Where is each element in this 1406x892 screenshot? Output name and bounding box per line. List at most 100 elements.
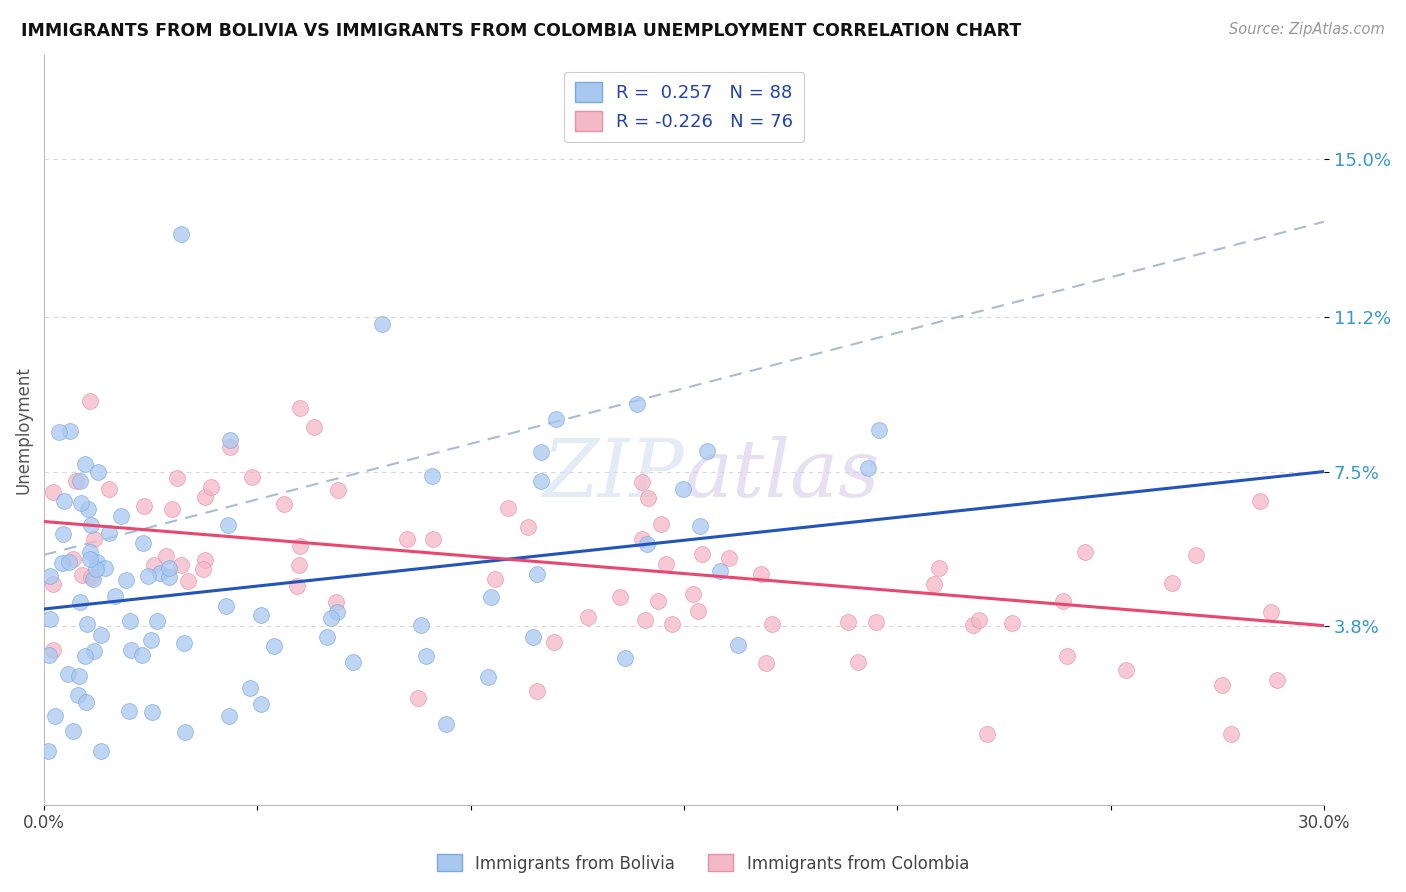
Point <box>976 727 998 741</box>
Legend: Immigrants from Bolivia, Immigrants from Colombia: Immigrants from Bolivia, Immigrants from… <box>430 847 976 880</box>
Point <box>650 516 672 531</box>
Point <box>967 613 990 627</box>
Point <box>395 532 418 546</box>
Point <box>218 709 240 723</box>
Point <box>193 561 215 575</box>
Point <box>157 561 180 575</box>
Point <box>98 525 121 540</box>
Point <box>67 669 90 683</box>
Point <box>696 443 718 458</box>
Point <box>263 639 285 653</box>
Point <box>75 458 97 472</box>
Point <box>83 533 105 547</box>
Point <box>287 558 309 572</box>
Text: ZIP: ZIP <box>543 436 685 514</box>
Text: atlas: atlas <box>685 436 880 514</box>
Point <box>240 470 263 484</box>
Point <box>94 560 117 574</box>
Point <box>120 614 142 628</box>
Point <box>484 572 506 586</box>
Point <box>837 615 859 629</box>
Point <box>250 698 273 712</box>
Point <box>90 628 112 642</box>
Point <box>544 412 567 426</box>
Point <box>316 630 339 644</box>
Point <box>173 635 195 649</box>
Point <box>962 617 984 632</box>
Point <box>66 688 89 702</box>
Point <box>613 650 636 665</box>
Point <box>84 561 107 575</box>
Point <box>77 501 100 516</box>
Point <box>686 604 709 618</box>
Point <box>62 552 84 566</box>
Point <box>75 695 97 709</box>
Point <box>56 667 79 681</box>
Point <box>62 724 84 739</box>
Point <box>132 536 155 550</box>
Point <box>69 474 91 488</box>
Point <box>136 569 159 583</box>
Point <box>1000 616 1022 631</box>
Point <box>922 576 945 591</box>
Point <box>422 533 444 547</box>
Point <box>288 539 311 553</box>
Point <box>48 425 70 440</box>
Point <box>420 469 443 483</box>
Point <box>193 553 215 567</box>
Point <box>58 555 80 569</box>
Point <box>218 440 240 454</box>
Point <box>406 690 429 705</box>
Point <box>51 527 73 541</box>
Point <box>38 648 60 662</box>
Point <box>250 608 273 623</box>
Point <box>755 657 778 671</box>
Point <box>749 567 772 582</box>
Point <box>1161 576 1184 591</box>
Point <box>634 613 657 627</box>
Text: Source: ZipAtlas.com: Source: ZipAtlas.com <box>1229 22 1385 37</box>
Point <box>80 570 103 584</box>
Point <box>496 501 519 516</box>
Point <box>82 572 104 586</box>
Point <box>481 591 503 605</box>
Y-axis label: Unemployment: Unemployment <box>15 366 32 494</box>
Point <box>285 579 308 593</box>
Point <box>44 708 66 723</box>
Point <box>174 725 197 739</box>
Point <box>41 643 63 657</box>
Legend: R =  0.257   N = 88, R = -0.226   N = 76: R = 0.257 N = 88, R = -0.226 N = 76 <box>564 71 804 142</box>
Point <box>41 577 63 591</box>
Point <box>273 498 295 512</box>
Point <box>145 614 167 628</box>
Point <box>239 681 262 696</box>
Point <box>409 617 432 632</box>
Point <box>672 482 695 496</box>
Point <box>215 599 238 613</box>
Point <box>631 532 654 546</box>
Point <box>434 717 457 731</box>
Point <box>149 566 172 581</box>
Point <box>626 397 648 411</box>
Point <box>631 475 654 489</box>
Point <box>59 424 82 438</box>
Point <box>526 567 548 582</box>
Point <box>1115 663 1137 677</box>
Point <box>543 635 565 649</box>
Point <box>41 485 63 500</box>
Point <box>86 555 108 569</box>
Point <box>131 648 153 662</box>
Point <box>1220 727 1243 741</box>
Point <box>79 393 101 408</box>
Point <box>157 570 180 584</box>
Point <box>69 595 91 609</box>
Point <box>139 633 162 648</box>
Point <box>517 520 540 534</box>
Point <box>65 475 87 489</box>
Point <box>39 569 62 583</box>
Point <box>865 615 887 629</box>
Point <box>846 656 869 670</box>
Point <box>1260 605 1282 619</box>
Point <box>118 704 141 718</box>
Point <box>169 558 191 572</box>
